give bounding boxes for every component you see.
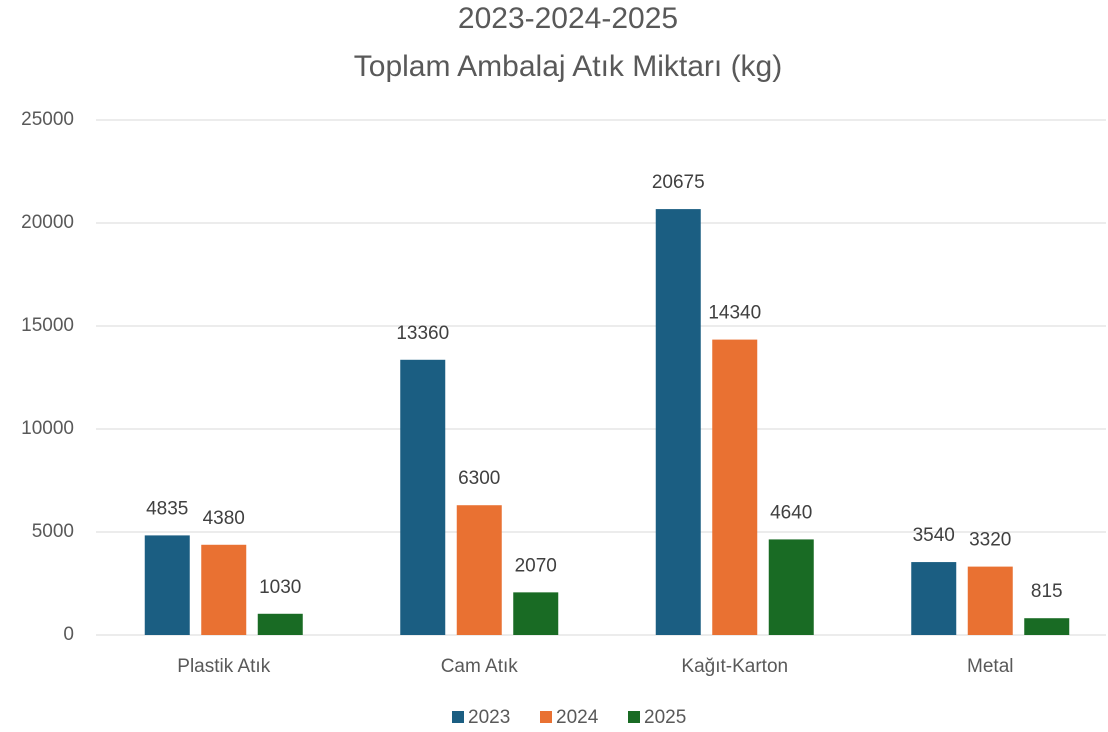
data-label: 815: [1031, 581, 1063, 602]
y-tick-label: 0: [63, 624, 74, 645]
bar: [1024, 618, 1070, 635]
y-tick-label: 15000: [21, 315, 74, 336]
legend-swatch: [540, 711, 552, 723]
bar: [712, 339, 758, 635]
y-tick-label: 20000: [21, 212, 74, 233]
data-label: 4380: [203, 508, 245, 529]
data-label: 3320: [969, 530, 1011, 551]
chart-title: 2023-2024-2025: [458, 2, 678, 35]
y-tick-label: 25000: [21, 109, 74, 130]
bar: [967, 566, 1013, 635]
legend-swatch: [628, 711, 640, 723]
chart-subtitle: Toplam Ambalaj Atık Miktarı (kg): [354, 50, 782, 83]
y-tick-label: 5000: [32, 521, 74, 542]
bar: [655, 209, 701, 635]
data-label: 2070: [515, 555, 557, 576]
bar: [400, 359, 446, 635]
data-label: 14340: [708, 303, 761, 324]
y-tick-label: 10000: [21, 418, 74, 439]
legend-label: 2023: [468, 707, 510, 728]
x-tick-label: Kağıt-Karton: [681, 656, 788, 677]
data-label: 1030: [259, 577, 301, 598]
x-tick-label: Cam Atık: [441, 656, 519, 677]
legend-swatch: [452, 711, 464, 723]
legend-label: 2025: [644, 707, 686, 728]
data-label: 6300: [458, 468, 500, 489]
data-label: 13360: [396, 323, 449, 344]
x-tick-label: Plastik Atık: [177, 656, 270, 677]
bar: [257, 613, 303, 635]
bar: [456, 505, 502, 635]
data-label: 4835: [146, 498, 188, 519]
data-label: 4640: [770, 502, 812, 523]
legend-label: 2024: [556, 707, 599, 728]
bar: [768, 539, 814, 635]
x-tick-label: Metal: [967, 656, 1013, 677]
bar: [201, 544, 247, 635]
bar: [911, 562, 957, 635]
bar: [513, 592, 559, 635]
data-label: 3540: [913, 525, 955, 546]
bar: [144, 535, 190, 635]
data-label: 20675: [652, 172, 705, 193]
